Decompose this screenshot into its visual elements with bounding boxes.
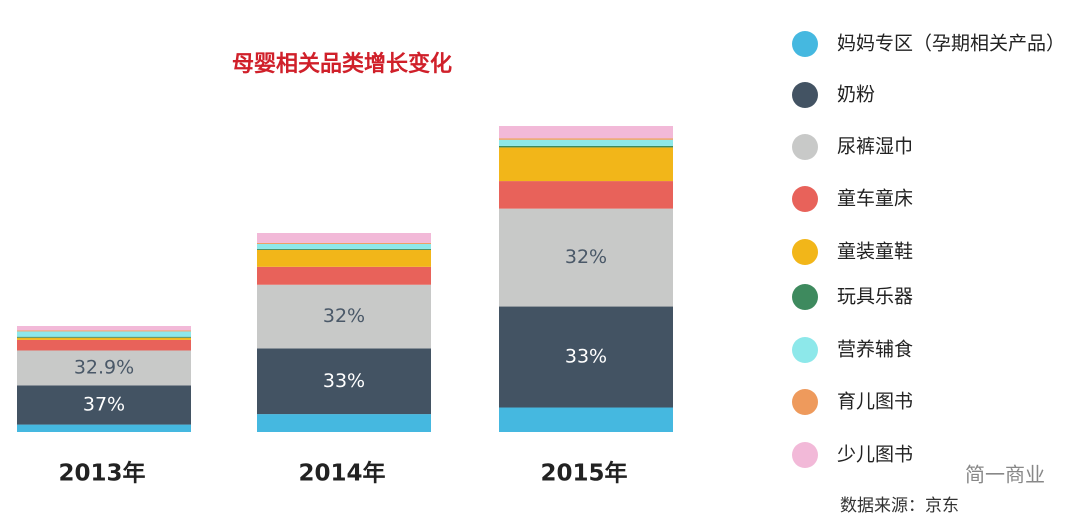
bar-segment	[499, 138, 673, 140]
bar-segment	[257, 284, 431, 349]
bar-segment	[257, 266, 431, 285]
data-label: 33%	[323, 370, 365, 392]
bar-segment	[17, 330, 191, 332]
bar-segment	[499, 126, 673, 139]
watermark: 简一商业	[965, 463, 1045, 487]
x-tick-label: 2015年	[540, 460, 627, 487]
bar-segment	[499, 306, 673, 408]
bar-segment	[257, 233, 431, 243]
bar-segment	[17, 331, 191, 337]
bar-segment	[499, 407, 673, 432]
bar-segment	[257, 348, 431, 415]
x-tick-label: 2014年	[298, 460, 385, 487]
legend-label: 尿裤湿巾	[837, 136, 913, 158]
legend-marker	[792, 442, 818, 468]
bar-segment	[499, 145, 673, 148]
data-label: 32%	[565, 246, 607, 268]
source-note: 数据来源：京东	[840, 496, 959, 516]
bar-segment	[17, 337, 191, 340]
bar-segment	[17, 424, 191, 432]
bar-segment	[17, 350, 191, 386]
data-label: 32%	[323, 305, 365, 327]
legend-label: 育儿图书	[837, 391, 913, 413]
legend-marker	[792, 389, 818, 415]
data-label: 37%	[83, 393, 125, 415]
bar-segment	[257, 248, 431, 250]
legend-label: 营养辅食	[837, 339, 913, 361]
legend-marker	[792, 82, 818, 108]
legend-marker	[792, 337, 818, 363]
legend-marker	[792, 284, 818, 310]
legend-marker	[792, 186, 818, 212]
legend-label: 玩具乐器	[837, 286, 913, 308]
bar-segment	[257, 243, 431, 249]
chart-title: 母婴相关品类增长变化	[232, 51, 452, 77]
legend-marker	[792, 134, 818, 160]
bar-segment	[17, 326, 191, 331]
legend-label: 童车童床	[837, 188, 913, 210]
bar-segment	[17, 339, 191, 351]
bar-segment	[257, 249, 431, 267]
legend-marker	[792, 31, 818, 57]
bar-segment	[17, 385, 191, 425]
bar-segment	[499, 147, 673, 182]
legend-label: 奶粉	[837, 84, 875, 106]
legend-marker	[792, 239, 818, 265]
bar-segment	[257, 414, 431, 432]
bar-segment	[499, 208, 673, 307]
legend-label: 童装童鞋	[837, 241, 913, 263]
legend-label: 妈妈专区（孕期相关产品）	[837, 33, 1065, 55]
data-label: 32.9%	[74, 356, 134, 378]
x-tick-label: 2013年	[58, 460, 145, 487]
bar-segment	[257, 242, 431, 244]
data-label: 33%	[565, 346, 607, 368]
bar-segment	[499, 139, 673, 146]
legend-label: 少儿图书	[837, 444, 913, 466]
bar-segment	[17, 336, 191, 338]
bar-segment	[499, 181, 673, 209]
